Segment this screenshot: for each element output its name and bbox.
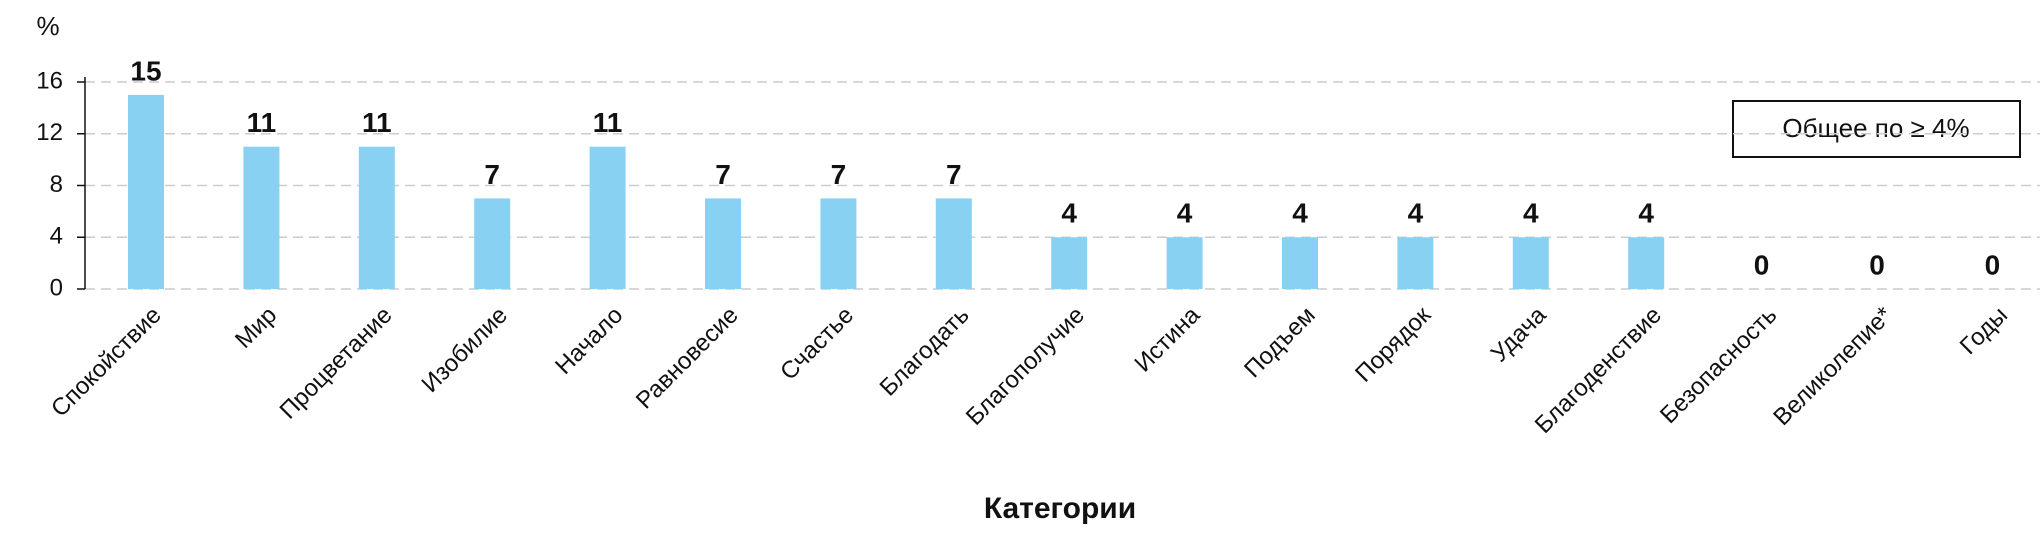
value-label: 0: [1985, 249, 2001, 280]
bar: [589, 146, 626, 289]
x-tick-label: Спокойствие: [46, 302, 167, 423]
value-label: 7: [484, 159, 500, 190]
x-tick-label: Благодать: [875, 302, 975, 402]
x-tick-label: Начало: [550, 302, 628, 380]
bar: [1051, 237, 1088, 289]
x-tick-label: Безопасность: [1655, 302, 1782, 429]
bar: [1282, 237, 1318, 289]
bar: [243, 146, 280, 289]
x-tick-label: Счастье: [775, 302, 859, 386]
x-tick-label: Равновесие: [631, 302, 744, 415]
bar: [128, 94, 164, 289]
value-label: 4: [1061, 198, 1077, 229]
x-tick-label: Изобилие: [417, 302, 513, 398]
x-tick-label: Годы: [1955, 302, 2013, 360]
x-tick-label: Благоденствие: [1530, 302, 1667, 439]
bar: [935, 198, 972, 289]
annotation-box: [1732, 100, 2021, 158]
value-label: 0: [1754, 249, 1770, 280]
value-label: 4: [1408, 198, 1424, 229]
y-tick-label: 12: [36, 119, 63, 146]
x-tick-label: Мир: [230, 302, 282, 354]
x-tick-label: Истина: [1129, 301, 1205, 377]
x-tick-label: Подъем: [1239, 302, 1321, 384]
y-axis-label: %: [36, 11, 59, 41]
value-label: 15: [130, 55, 161, 86]
value-label: 4: [1638, 198, 1654, 229]
value-label: 11: [593, 107, 623, 138]
x-axis-label: Категории: [984, 492, 1136, 525]
value-label: 4: [1177, 198, 1193, 229]
bar: [1512, 237, 1549, 289]
bar: [1397, 237, 1434, 289]
value-label: 11: [247, 107, 277, 138]
value-label: 4: [1292, 198, 1308, 229]
value-label: 7: [715, 159, 731, 190]
x-tick-label: Удача: [1486, 301, 1552, 367]
bar: [1166, 237, 1203, 289]
y-tick-label: 8: [50, 171, 63, 198]
value-label: 0: [1869, 249, 1885, 280]
bar: [705, 198, 741, 289]
value-label: 11: [362, 107, 392, 138]
y-tick-label: 16: [36, 67, 63, 94]
bar: [474, 198, 511, 289]
bar: [1628, 237, 1665, 289]
value-label: 4: [1523, 198, 1539, 229]
y-tick-label: 0: [50, 274, 63, 301]
annotation: Общее по ≥ 4%: [1782, 113, 1969, 143]
x-tick-label: Благополучие: [961, 302, 1090, 431]
value-label: 7: [946, 159, 962, 190]
bar: [820, 198, 857, 289]
x-tick-label: Процветание: [275, 302, 398, 425]
value-label: 7: [831, 159, 847, 190]
y-tick-label: 4: [50, 223, 63, 250]
x-tick-label: Порядок: [1350, 301, 1436, 387]
x-tick-label: Великолепие*: [1768, 302, 1897, 431]
bar: [358, 146, 395, 289]
